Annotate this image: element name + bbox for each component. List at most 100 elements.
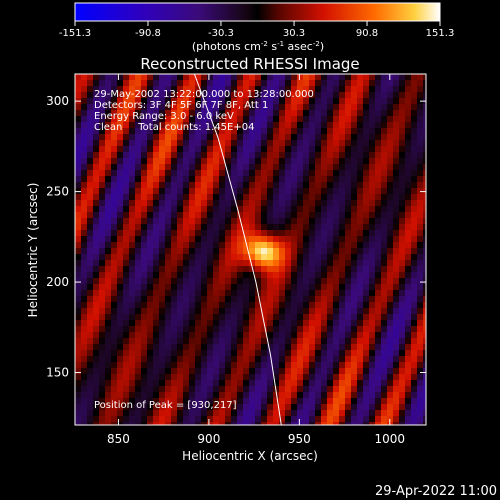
heatmap-cell	[195, 290, 202, 297]
heatmap-cell	[93, 266, 100, 273]
heatmap-cell	[165, 356, 172, 363]
heatmap-cell	[303, 194, 310, 201]
heatmap-cell	[423, 152, 426, 159]
heatmap-cell	[369, 386, 376, 393]
heatmap-cell	[99, 236, 106, 243]
heatmap-cell	[129, 272, 136, 279]
heatmap-cell	[357, 128, 364, 135]
heatmap-cell	[153, 122, 160, 129]
heatmap-cell	[231, 332, 238, 339]
heatmap-cell	[417, 350, 424, 357]
heatmap-cell	[357, 254, 364, 261]
heatmap-cell	[147, 350, 154, 357]
heatmap-cell	[231, 164, 238, 171]
heatmap-cell	[75, 206, 82, 213]
heatmap-cell	[393, 146, 400, 153]
heatmap-cell	[225, 176, 232, 183]
heatmap-cell	[291, 314, 298, 321]
heatmap-cell	[375, 326, 382, 333]
heatmap-cell	[291, 278, 298, 285]
heatmap-cell	[165, 236, 172, 243]
heatmap-cell	[255, 128, 262, 135]
heatmap-cell	[225, 416, 232, 423]
heatmap-cell	[111, 74, 118, 81]
heatmap-cell	[219, 146, 226, 153]
x-tick-label: 900	[197, 432, 220, 446]
heatmap-cell	[225, 320, 232, 327]
heatmap-cell	[141, 350, 148, 357]
heatmap-cell	[75, 134, 82, 141]
heatmap-cell	[267, 98, 274, 105]
heatmap-cell	[321, 350, 328, 357]
heatmap-cell	[153, 314, 160, 321]
heatmap-cell	[243, 194, 250, 201]
heatmap-cell	[369, 116, 376, 123]
heatmap-cell	[327, 218, 334, 225]
heatmap-cell	[381, 416, 388, 423]
heatmap-cell	[393, 362, 400, 369]
heatmap-cell	[273, 398, 280, 405]
heatmap-cell	[375, 158, 382, 165]
heatmap-cell	[327, 92, 334, 99]
heatmap-cell	[201, 164, 208, 171]
heatmap-cell	[237, 206, 244, 213]
heatmap-cell	[201, 116, 208, 123]
heatmap-cell	[81, 158, 88, 165]
heatmap-cell	[351, 254, 358, 261]
heatmap-cell	[219, 350, 226, 357]
heatmap-cell	[165, 386, 172, 393]
heatmap-cell	[279, 260, 286, 267]
heatmap-cell	[261, 392, 268, 399]
heatmap-cell	[159, 140, 166, 147]
heatmap-cell	[93, 332, 100, 339]
heatmap-cell	[387, 278, 394, 285]
heatmap-cell	[153, 422, 160, 425]
heatmap-cell	[129, 164, 136, 171]
heatmap-cell	[369, 326, 376, 333]
heatmap-cell	[285, 302, 292, 309]
heatmap-cell	[369, 224, 376, 231]
heatmap-cell	[321, 278, 328, 285]
heatmap-cell	[381, 296, 388, 303]
heatmap-cell	[381, 236, 388, 243]
heatmap-cell	[207, 242, 214, 249]
heatmap-cell	[321, 248, 328, 255]
heatmap-cell	[279, 242, 286, 249]
heatmap-cell	[87, 260, 94, 267]
heatmap-cell	[105, 404, 112, 411]
heatmap-cell	[237, 332, 244, 339]
heatmap-cell	[93, 116, 100, 123]
heatmap-cell	[291, 296, 298, 303]
heatmap-cell	[417, 338, 424, 345]
heatmap-cell	[87, 176, 94, 183]
heatmap-cell	[375, 170, 382, 177]
heatmap-cell	[249, 254, 256, 261]
heatmap-cell	[237, 116, 244, 123]
heatmap-cell	[273, 338, 280, 345]
heatmap-cell	[303, 164, 310, 171]
heatmap-cell	[225, 236, 232, 243]
heatmap-cell	[363, 362, 370, 369]
heatmap-cell	[249, 284, 256, 291]
heatmap-cell	[117, 422, 124, 425]
heatmap-cell	[309, 290, 316, 297]
heatmap-cell	[189, 320, 196, 327]
heatmap-cell	[123, 404, 130, 411]
heatmap-cell	[387, 260, 394, 267]
heatmap-cell	[309, 362, 316, 369]
heatmap-cell	[75, 80, 82, 87]
heatmap-cell	[423, 146, 426, 153]
heatmap-cell	[225, 422, 232, 425]
heatmap-cell	[351, 272, 358, 279]
heatmap-cell	[87, 188, 94, 195]
heatmap-cell	[135, 284, 142, 291]
heatmap-cell	[201, 86, 208, 93]
heatmap-cell	[405, 206, 412, 213]
heatmap-cell	[255, 206, 262, 213]
heatmap-cell	[357, 122, 364, 129]
heatmap-cell	[159, 290, 166, 297]
heatmap-cell	[285, 350, 292, 357]
heatmap-cell	[357, 152, 364, 159]
heatmap-cell	[135, 350, 142, 357]
heatmap-cell	[183, 314, 190, 321]
